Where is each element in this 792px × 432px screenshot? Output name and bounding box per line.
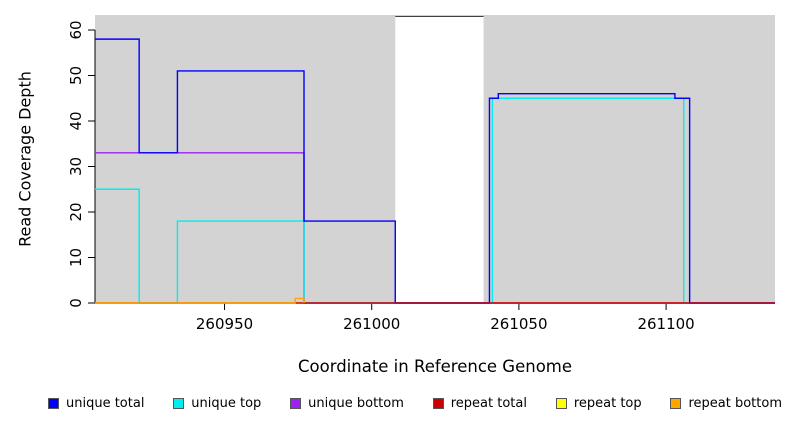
legend-item-repeat-top: repeat top [555, 396, 642, 411]
legend-label: unique total [66, 396, 145, 411]
legend-swatch-icon-repeat-bottom [670, 398, 682, 409]
y-tick-label: 40 [67, 111, 85, 130]
shaded-region-0 [95, 15, 396, 303]
x-tick-label: 261050 [490, 315, 547, 333]
legend: unique total unique top unique bottom repea… [48, 396, 782, 411]
legend-label: repeat total [450, 396, 527, 411]
y-tick-label: 20 [67, 202, 85, 221]
legend-item-repeat-bottom: repeat bottom [670, 396, 782, 411]
shaded-region-1 [483, 15, 775, 303]
x-axis-title: Coordinate in Reference Genome [297, 357, 573, 376]
legend-item-unique-top: unique top [173, 396, 261, 411]
x-tick-label: 260950 [196, 315, 253, 333]
legend-label: unique bottom [308, 396, 404, 411]
series-line-repeat-bottom [95, 297, 305, 304]
legend-swatch-icon-unique-total [48, 398, 59, 409]
y-tick-label: 0 [67, 298, 85, 308]
y-axis-title: Read Coverage Depth [15, 71, 35, 247]
legend-swatch-icon-unique-bottom [290, 398, 302, 409]
y-tick-label: 10 [67, 248, 85, 267]
legend-swatch-icon-repeat-top [555, 398, 567, 409]
y-tick-label: 30 [67, 157, 85, 176]
legend-label: repeat top [573, 396, 642, 411]
series-line-unique-top [95, 97, 775, 304]
legend-swatch-icon-repeat-total [432, 398, 444, 409]
x-tick-label: 261000 [343, 315, 400, 333]
legend-label: repeat bottom [688, 396, 782, 411]
legend-item-unique-bottom: unique bottom [290, 396, 404, 411]
x-tick-label: 261100 [637, 315, 694, 333]
legend-label: unique top [191, 396, 262, 411]
legend-swatch-icon-unique-top [173, 398, 185, 409]
y-tick-label: 50 [67, 66, 85, 85]
legend-item-repeat-total: repeat total [432, 396, 527, 411]
legend-item-unique-total: unique total [48, 396, 144, 411]
y-tick-label: 60 [67, 20, 85, 39]
